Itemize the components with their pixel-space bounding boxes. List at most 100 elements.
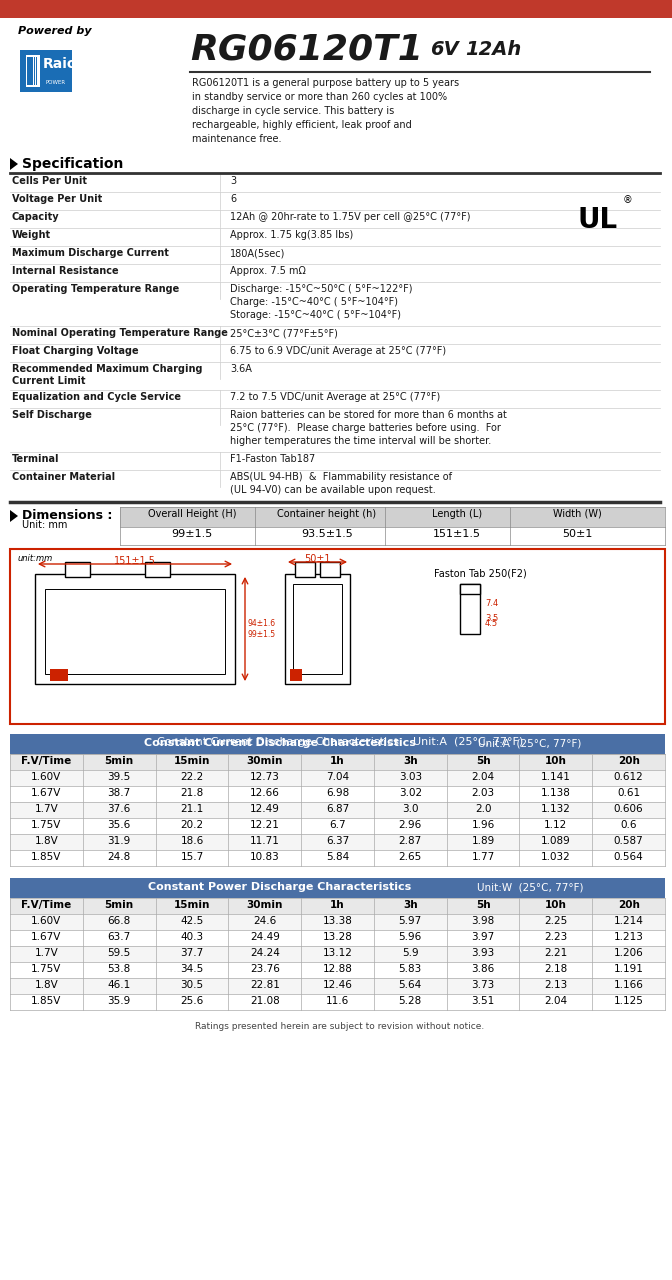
Bar — [65, 562, 90, 577]
Text: 2.23: 2.23 — [544, 932, 567, 942]
Text: 1.138: 1.138 — [541, 788, 571, 797]
Text: 3.98: 3.98 — [472, 916, 495, 925]
Text: Overall Height (H): Overall Height (H) — [148, 509, 237, 518]
Text: Approx. 7.5 mΩ: Approx. 7.5 mΩ — [230, 266, 306, 276]
Text: 13.12: 13.12 — [323, 948, 352, 957]
Text: 1.132: 1.132 — [541, 804, 571, 814]
Text: Nominal Operating Temperature Range: Nominal Operating Temperature Range — [12, 328, 228, 338]
Text: 42.5: 42.5 — [180, 916, 204, 925]
Text: Float Charging Voltage: Float Charging Voltage — [12, 346, 138, 356]
Text: Constant Power Discharge Characteristics: Constant Power Discharge Characteristics — [149, 882, 412, 892]
Text: higher temperatures the time interval will be shorter.: higher temperatures the time interval wi… — [230, 436, 491, 445]
Text: 12.46: 12.46 — [323, 980, 352, 989]
Text: 1.67V: 1.67V — [31, 788, 62, 797]
Text: 1.213: 1.213 — [614, 932, 644, 942]
Text: 12.21: 12.21 — [250, 820, 280, 829]
Bar — [285, 573, 350, 684]
Text: Raion: Raion — [43, 58, 87, 70]
Text: 20h: 20h — [618, 900, 640, 910]
Text: 7.04: 7.04 — [326, 772, 349, 782]
Text: 30min: 30min — [247, 756, 283, 765]
Text: 6.98: 6.98 — [326, 788, 349, 797]
Text: 1.75V: 1.75V — [31, 820, 62, 829]
Text: 3h: 3h — [403, 900, 417, 910]
Text: 0.564: 0.564 — [614, 852, 644, 861]
Text: Storage: -15°C~40°C ( 5°F~104°F): Storage: -15°C~40°C ( 5°F~104°F) — [230, 310, 401, 320]
Text: 3.97: 3.97 — [472, 932, 495, 942]
Text: 2.13: 2.13 — [544, 980, 567, 989]
Text: 2.21: 2.21 — [544, 948, 567, 957]
Bar — [10, 878, 665, 899]
Text: 5min: 5min — [105, 900, 134, 910]
Text: 1.089: 1.089 — [541, 836, 571, 846]
Text: Discharge: -15°C~50°C ( 5°F~122°F): Discharge: -15°C~50°C ( 5°F~122°F) — [230, 284, 413, 294]
Text: 5.96: 5.96 — [398, 932, 422, 942]
Text: 3.5: 3.5 — [485, 614, 498, 623]
Text: Operating Temperature Range: Operating Temperature Range — [12, 284, 179, 294]
Text: discharge in cycle service. This battery is: discharge in cycle service. This battery… — [192, 106, 394, 116]
Text: Container Material: Container Material — [12, 472, 115, 483]
Text: 21.8: 21.8 — [180, 788, 204, 797]
Text: 12Ah: 12Ah — [465, 40, 521, 59]
Bar — [290, 669, 302, 681]
Text: 3.03: 3.03 — [398, 772, 422, 782]
Text: F1-Faston Tab187: F1-Faston Tab187 — [230, 454, 315, 463]
Bar — [10, 914, 665, 931]
Text: 25.6: 25.6 — [180, 996, 204, 1006]
Text: 15min: 15min — [174, 900, 210, 910]
Text: 1.67V: 1.67V — [31, 932, 62, 942]
Text: F.V/Time: F.V/Time — [22, 756, 71, 765]
Bar — [27, 58, 28, 84]
Text: 1.85V: 1.85V — [31, 852, 62, 861]
Bar — [29, 58, 31, 84]
Text: 0.6: 0.6 — [620, 820, 637, 829]
Text: 6.75 to 6.9 VDC/unit Average at 25°C (77°F): 6.75 to 6.9 VDC/unit Average at 25°C (77… — [230, 346, 446, 356]
Bar — [460, 584, 480, 594]
Text: 18.6: 18.6 — [180, 836, 204, 846]
Text: Equalization and Cycle Service: Equalization and Cycle Service — [12, 392, 181, 402]
Text: 2.87: 2.87 — [398, 836, 422, 846]
Text: 59.5: 59.5 — [108, 948, 131, 957]
Bar — [460, 584, 480, 634]
Text: 1h: 1h — [330, 900, 345, 910]
Text: 12.49: 12.49 — [250, 804, 280, 814]
Text: 15min: 15min — [174, 756, 210, 765]
Polygon shape — [10, 509, 18, 522]
Text: 1.75V: 1.75V — [31, 964, 62, 974]
Text: 2.0: 2.0 — [475, 804, 491, 814]
Text: 1.89: 1.89 — [472, 836, 495, 846]
Text: 151±1.5: 151±1.5 — [114, 556, 156, 566]
Text: unit:mm: unit:mm — [18, 554, 53, 563]
Bar — [570, 186, 630, 255]
Text: 13.28: 13.28 — [323, 932, 352, 942]
Text: Voltage Per Unit: Voltage Per Unit — [12, 195, 102, 204]
Text: 2.65: 2.65 — [398, 852, 422, 861]
Text: 50±1: 50±1 — [562, 529, 592, 539]
Text: ABS(UL 94-HB)  &  Flammability resistance of: ABS(UL 94-HB) & Flammability resistance … — [230, 472, 452, 483]
Text: 1.125: 1.125 — [614, 996, 644, 1006]
Bar — [26, 55, 40, 87]
Text: 30min: 30min — [247, 900, 283, 910]
Text: Constant Current Discharge Characteristics: Constant Current Discharge Characteristi… — [144, 739, 416, 748]
Text: 31.9: 31.9 — [108, 836, 131, 846]
Text: 11.71: 11.71 — [250, 836, 280, 846]
Text: 1.77: 1.77 — [472, 852, 495, 861]
Text: 3.6A: 3.6A — [230, 364, 252, 374]
Text: 0.587: 0.587 — [614, 836, 644, 846]
Text: F.V/Time: F.V/Time — [22, 900, 71, 910]
Bar — [10, 733, 665, 754]
Text: 10.83: 10.83 — [250, 852, 280, 861]
Text: 2.18: 2.18 — [544, 964, 567, 974]
Bar — [50, 669, 68, 681]
Text: Maximum Discharge Current: Maximum Discharge Current — [12, 248, 169, 259]
Text: 5h: 5h — [476, 756, 491, 765]
Text: ®: ® — [623, 195, 633, 205]
Text: 53.8: 53.8 — [108, 964, 131, 974]
Text: 22.81: 22.81 — [250, 980, 280, 989]
Text: Specification: Specification — [22, 157, 124, 172]
Bar — [10, 155, 310, 173]
Bar — [10, 963, 665, 978]
Text: 5h: 5h — [476, 900, 491, 910]
Text: Raion batteries can be stored for more than 6 months at: Raion batteries can be stored for more t… — [230, 410, 507, 420]
Text: RG06120T1 is a general purpose battery up to 5 years: RG06120T1 is a general purpose battery u… — [192, 78, 459, 88]
